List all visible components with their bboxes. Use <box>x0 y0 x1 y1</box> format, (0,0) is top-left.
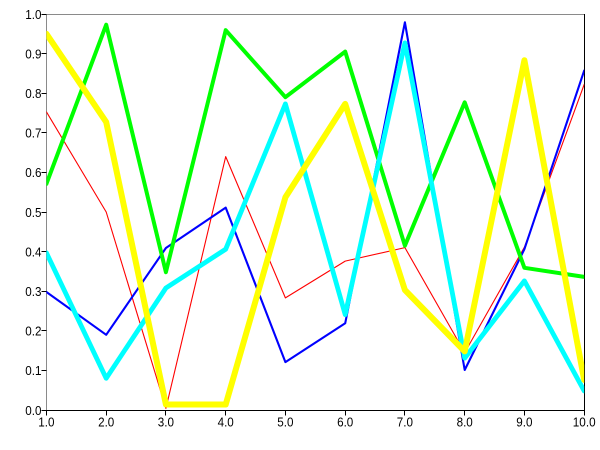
svg-text:0.7: 0.7 <box>25 126 41 141</box>
svg-text:0.9: 0.9 <box>25 46 41 61</box>
svg-text:7.0: 7.0 <box>397 414 413 429</box>
svg-text:2.0: 2.0 <box>98 414 114 429</box>
svg-text:9.0: 9.0 <box>516 414 532 429</box>
svg-text:4.0: 4.0 <box>218 414 234 429</box>
svg-text:0.6: 0.6 <box>25 165 41 180</box>
svg-text:6.0: 6.0 <box>337 414 353 429</box>
svg-text:0.4: 0.4 <box>25 244 41 259</box>
svg-text:0.3: 0.3 <box>25 284 41 299</box>
svg-text:3.0: 3.0 <box>158 414 174 429</box>
svg-text:0.8: 0.8 <box>25 86 41 101</box>
svg-text:0.5: 0.5 <box>25 205 41 220</box>
svg-text:8.0: 8.0 <box>457 414 473 429</box>
svg-text:1.0: 1.0 <box>25 7 41 22</box>
svg-text:5.0: 5.0 <box>277 414 293 429</box>
svg-text:10.0: 10.0 <box>573 414 596 429</box>
svg-text:0.1: 0.1 <box>25 363 41 378</box>
svg-text:1.0: 1.0 <box>38 414 54 429</box>
svg-text:0.2: 0.2 <box>25 324 41 339</box>
svg-text:0.0: 0.0 <box>25 403 41 418</box>
